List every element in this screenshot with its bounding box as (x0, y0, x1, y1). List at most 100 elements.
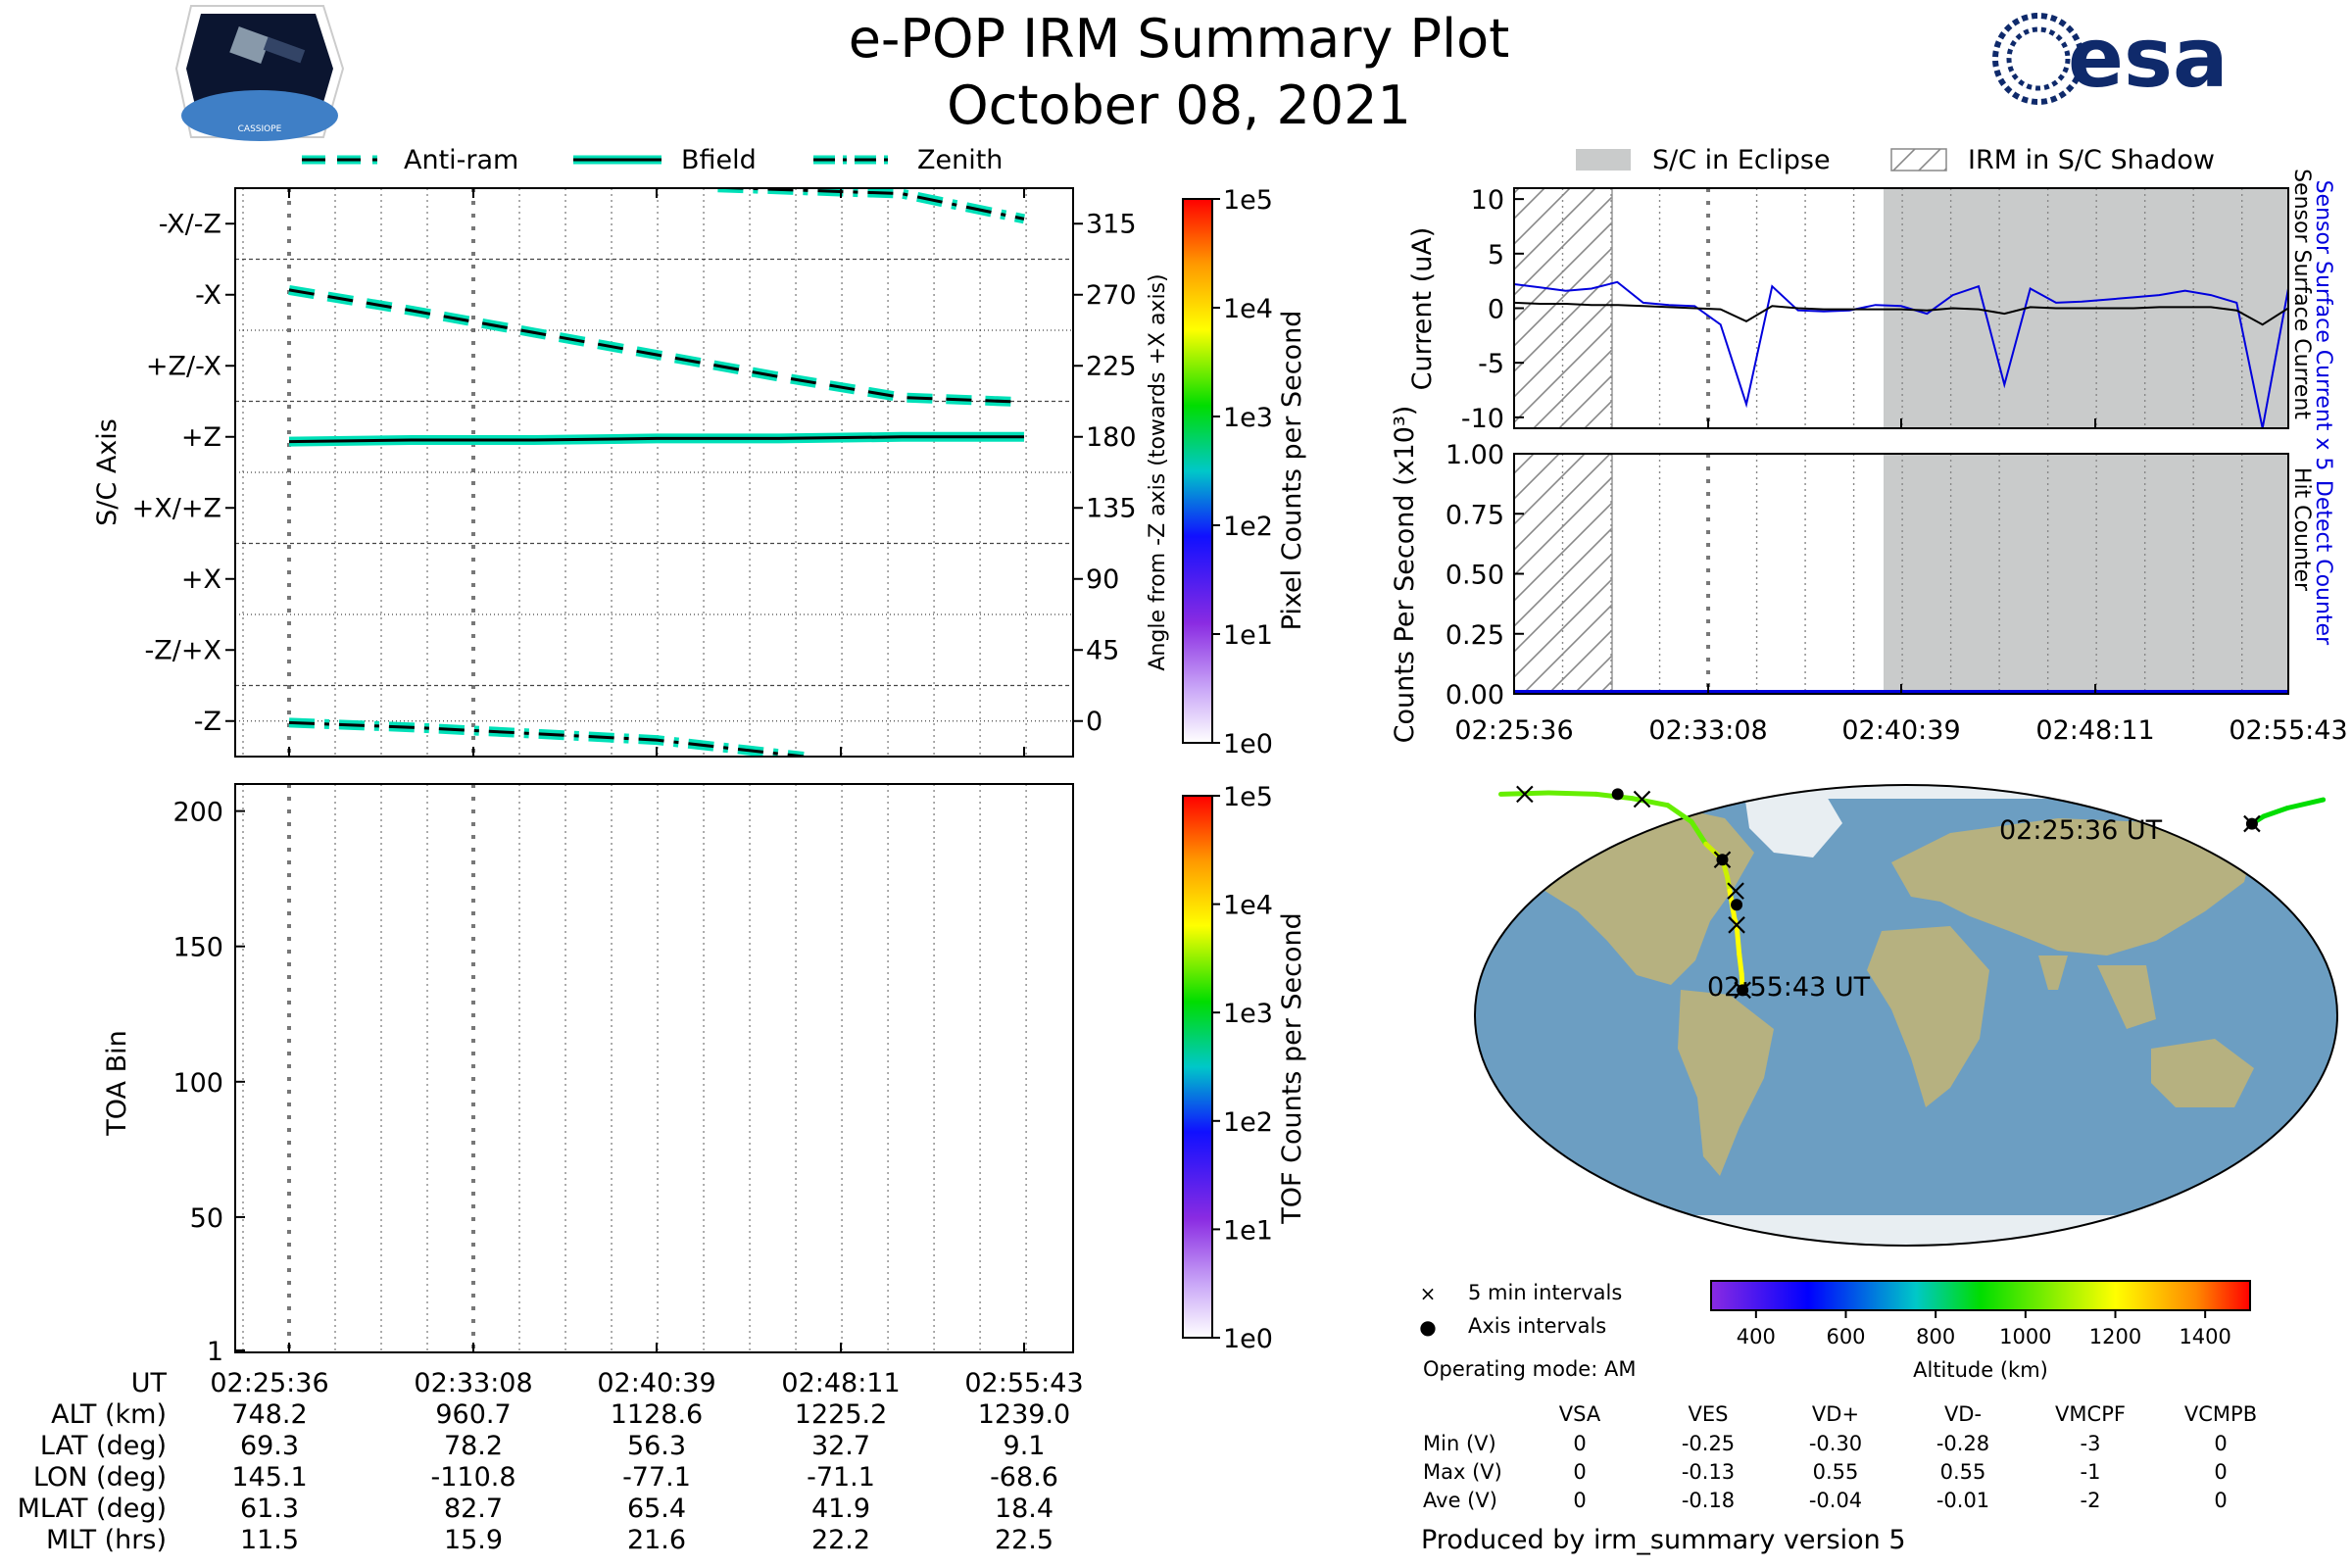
track-segment (2284, 797, 2327, 810)
operating-mode: Operating mode: AM (1423, 1357, 1636, 1381)
colorbar-tick-label: 1e5 (1223, 185, 1273, 216)
voltage-header: VCMPB (2184, 1402, 2257, 1426)
toa-panel: 200 150 100 50 1 TOA Bin (102, 783, 1074, 1367)
current-ticks: 10 5 0 -5 -10 (1461, 185, 2289, 434)
esa-logo-text: esa (2068, 10, 2229, 106)
y-tick-label: 0.75 (1446, 500, 1504, 530)
axis-interval-marker (2245, 817, 2258, 830)
ephemeris-cell: 78.2 (444, 1431, 503, 1461)
ephemeris-cell: 32.7 (811, 1431, 870, 1461)
track-segment (1545, 790, 1599, 797)
sc-axis-ylabel: S/C Axis (92, 418, 122, 526)
y2-tick-label: 0 (1086, 707, 1102, 737)
y2-tick-label: 90 (1086, 564, 1119, 595)
legend-bfield: Bfield (681, 145, 757, 175)
voltage-cell: 0 (1573, 1432, 1586, 1455)
voltage-header: VMCPF (2055, 1402, 2126, 1426)
altitude-tick-label: 800 (1916, 1325, 1955, 1348)
counts-panel: 1.00 0.75 0.50 0.25 0.00 02:25:36 02:33:08 02:4… (1390, 406, 2348, 746)
current-lines (1514, 280, 2288, 428)
sc-axis-grid (235, 188, 1073, 757)
voltage-cell: -3 (2081, 1432, 2101, 1455)
axis-interval-marker (1731, 899, 1743, 911)
voltage-cell: 0 (1573, 1489, 1586, 1512)
ephemeris-cell: 1128.6 (611, 1399, 703, 1430)
voltage-cell: -0.13 (1682, 1460, 1735, 1484)
altitude-colorbar-label: Altitude (km) (1913, 1358, 2048, 1382)
legend-top-left: Anti-ram Bfield Zenith (302, 145, 1003, 175)
ephemeris-cell: -77.1 (622, 1462, 691, 1493)
x-tick-label: 02:33:08 (1648, 715, 1767, 746)
ephemeris-cell: 02:40:39 (597, 1368, 715, 1398)
altitude-colorbar: 400 600 800 1000 1200 1400 Altitude (km) (1710, 1280, 2251, 1382)
track-segment (1689, 819, 1709, 847)
voltage-cell: 0 (2214, 1460, 2227, 1484)
x-tick-label: 02:25:36 (1454, 715, 1573, 746)
ephemeris-cell: 22.5 (995, 1525, 1054, 1555)
cassiope-logo: CASSIOPE (174, 5, 345, 141)
sc-axis-panel: -X/-Z 315 -X 270 +Z/-X 225 +Z 180 +X/+Z 135 +X 90 -Z… (92, 187, 1170, 758)
voltage-cell: -0.28 (1936, 1432, 1989, 1455)
voltage-cell: 0 (2214, 1432, 2227, 1455)
track-segment (1665, 803, 1694, 825)
voltage-table: VSA VES VD+ VD- VMCPF VCMPB Min (V) 0 -0.25 -0.30… (1423, 1402, 2257, 1512)
altitude-tick-label: 600 (1826, 1325, 1865, 1348)
ephemeris-row-label: MLT (hrs) (46, 1525, 167, 1555)
ephemeris-row-label: LON (deg) (33, 1462, 167, 1493)
voltage-row-label: Min (V) (1423, 1432, 1496, 1455)
tof-colorbar-label: TOF Counts per Second (1277, 912, 1307, 1225)
current-ylabel: Current (uA) (1407, 227, 1438, 391)
ephemeris-cell: 65.4 (627, 1494, 686, 1524)
legend-dot-marker: ● (1419, 1315, 1436, 1339)
series-sensor-current-x5 (1514, 280, 2288, 428)
axis-interval-marker (1611, 788, 1624, 801)
ephemeris-cell: 02:48:11 (781, 1368, 900, 1398)
y-tick-label: 1 (207, 1337, 223, 1367)
y-tick-label: -Z (194, 707, 221, 737)
ephemeris-row-label: LAT (deg) (40, 1431, 167, 1461)
counts-right-label-2: Hit Counter (2289, 467, 2314, 592)
track-segment (2261, 806, 2290, 819)
ground-track-map: 02:25:36 UT 02:55:43 UT (1474, 784, 2338, 1247)
ephemeris-cell: 1239.0 (978, 1399, 1070, 1430)
y-tick-label: 100 (172, 1068, 223, 1099)
legend-zenith: Zenith (917, 145, 1003, 175)
y-tick-label: 10 (1471, 185, 1504, 216)
legend-eclipse: S/C in Eclipse (1652, 145, 1831, 175)
ephemeris-cell: 145.1 (231, 1462, 307, 1493)
y-tick-label: -Z/+X (145, 635, 221, 665)
current-right-label-2: Sensor Surface Current (2289, 169, 2314, 419)
ephemeris-cell: 41.9 (811, 1494, 870, 1524)
y-tick-label: +X (181, 564, 221, 595)
x-tick-label: 02:48:11 (2035, 715, 2154, 746)
series-zenith-glow (288, 717, 805, 757)
colorbar-tick-label: 1e0 (1223, 1324, 1273, 1354)
legend-axis-intervals: Axis intervals (1468, 1314, 1606, 1338)
axis-interval-marker (1716, 854, 1729, 866)
y-tick-label: -5 (1478, 349, 1504, 379)
x-tick-label: 02:40:39 (1841, 715, 1960, 746)
esa-logo: esa (1992, 10, 2229, 106)
toa-ylabel: TOA Bin (102, 1030, 132, 1136)
ephemeris-cell: 56.3 (627, 1431, 686, 1461)
y-tick-label: 5 (1488, 240, 1504, 270)
y-tick-label: 0 (1488, 295, 1504, 325)
voltage-cell: -0.04 (1809, 1489, 1862, 1512)
ephemeris-cell: 02:25:36 (210, 1368, 328, 1398)
colorbar-tick-label: 1e0 (1223, 729, 1273, 760)
ephemeris-cell: 69.3 (240, 1431, 299, 1461)
altitude-colorbar-ticks: 400 600 800 1000 1200 1400 (1737, 1310, 2231, 1348)
y-tick-label: +X/+Z (132, 493, 221, 523)
cassiope-logo-text: CASSIOPE (238, 124, 282, 134)
voltage-cell: -2 (2081, 1489, 2101, 1512)
pixel-colorbar: 1e5 1e4 1e3 1e2 1e1 1e0 Pixel Counts per Seco… (1182, 185, 1307, 760)
pixel-colorbar-label: Pixel Counts per Second (1277, 311, 1307, 631)
track-segment (1629, 796, 1671, 808)
colorbar-tick-label: 1e3 (1223, 999, 1273, 1029)
y-tick-label: +Z/-X (146, 351, 221, 381)
five-min-marker (1728, 916, 1745, 934)
current-grid (1561, 188, 2243, 428)
colorbar-tick-label: 1e4 (1223, 294, 1273, 324)
pixel-colorbar-ticks: 1e5 1e4 1e3 1e2 1e1 1e0 (1212, 185, 1273, 760)
